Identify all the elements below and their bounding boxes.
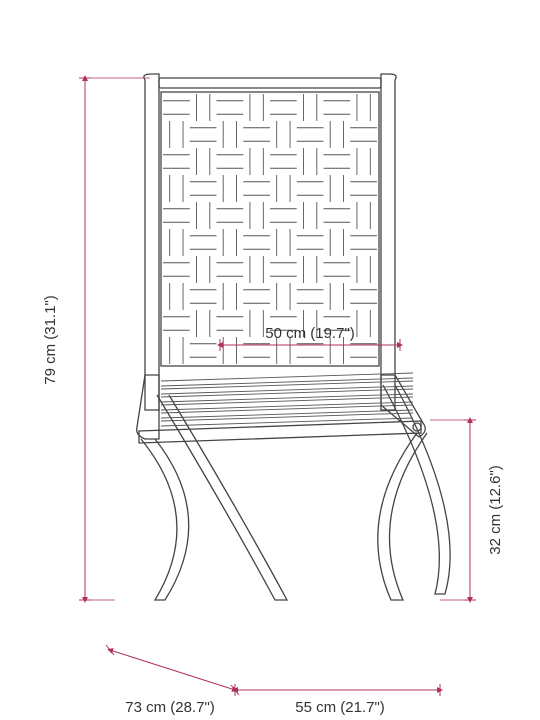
- dimension: 73 cm (28.7"): [106, 645, 239, 716]
- svg-text:50 cm (19.7"): 50 cm (19.7"): [265, 325, 355, 342]
- svg-text:32 cm (12.6"): 32 cm (12.6"): [487, 465, 504, 555]
- dimension: 79 cm (31.1"): [42, 78, 91, 600]
- dimension: 32 cm (12.6"): [464, 420, 504, 600]
- dimension: 50 cm (19.7"): [220, 325, 400, 351]
- svg-text:79 cm (31.1"): 79 cm (31.1"): [42, 295, 59, 385]
- dimension: 55 cm (21.7"): [235, 684, 440, 716]
- svg-text:55 cm (21.7"): 55 cm (21.7"): [295, 699, 385, 716]
- svg-text:73 cm (28.7"): 73 cm (28.7"): [125, 699, 215, 716]
